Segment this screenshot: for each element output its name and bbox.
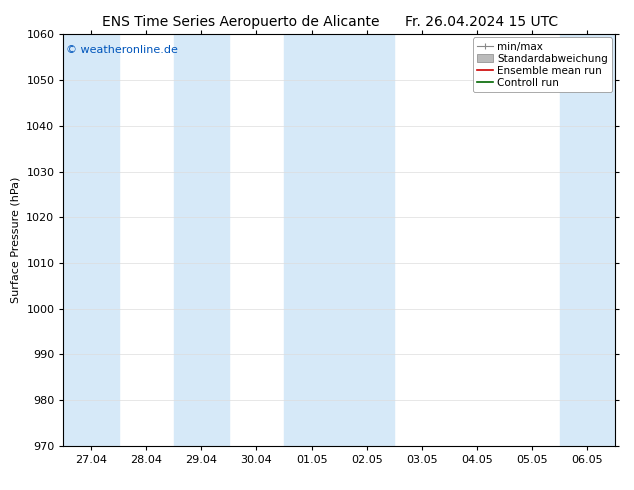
Bar: [174, 34, 229, 446]
Text: Fr. 26.04.2024 15 UTC: Fr. 26.04.2024 15 UTC: [405, 15, 559, 29]
Bar: [63, 34, 119, 446]
Title: ENS Time Series Aeropuerto de Alicante      Fr. 26.04.2024 15 UTC: ENS Time Series Aeropuerto de Alicante F…: [0, 489, 1, 490]
Text: © weatheronline.de: © weatheronline.de: [66, 45, 178, 54]
Bar: [284, 34, 339, 446]
Bar: [560, 34, 615, 446]
Y-axis label: Surface Pressure (hPa): Surface Pressure (hPa): [11, 177, 21, 303]
Legend: min/max, Standardabweichung, Ensemble mean run, Controll run: min/max, Standardabweichung, Ensemble me…: [473, 37, 612, 92]
Bar: [339, 34, 394, 446]
Text: ENS Time Series Aeropuerto de Alicante: ENS Time Series Aeropuerto de Alicante: [102, 15, 380, 29]
